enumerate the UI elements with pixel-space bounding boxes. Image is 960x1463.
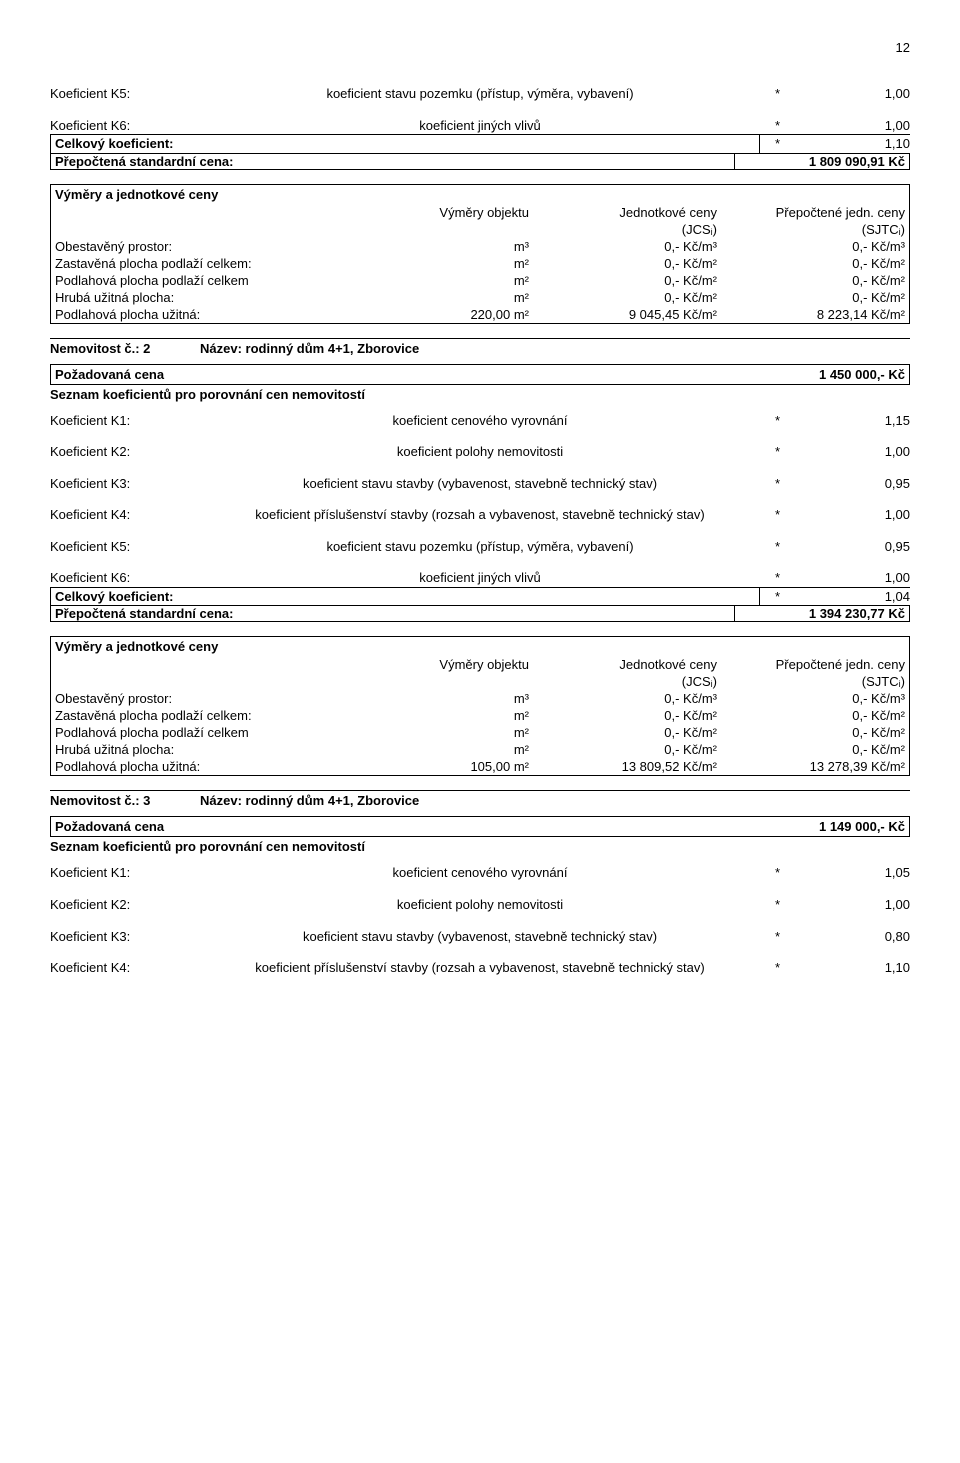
k6-star: * — [760, 117, 780, 135]
measures-table-2: Výměry objektuJednotkové cenyPřepočtené … — [50, 656, 910, 776]
th-obj: Výměry objektu — [405, 204, 533, 221]
s3-k3: Koeficient K3:koeficient stavu stavby (v… — [50, 928, 910, 946]
nemov2-left: Nemovitost č.: 2 — [50, 341, 200, 356]
s2-k1: Koeficient K1:koeficient cenového vyrovn… — [50, 412, 910, 430]
th-jc: Jednotkové ceny — [533, 204, 721, 221]
s2-ck: Celkový koeficient:*1,04 — [50, 587, 910, 606]
page-number: 12 — [50, 40, 910, 55]
pozad3-row: Požadovaná cena 1 149 000,- Kč — [50, 816, 910, 837]
k5-label: Koeficient K5: — [50, 85, 200, 103]
measures-table-1: Výměry objektu Jednotkové ceny Přepočten… — [50, 204, 910, 324]
s3-k1: Koeficient K1:koeficient cenového vyrovn… — [50, 864, 910, 882]
s2-psc: Přepočtená standardní cena: 1 394 230,77… — [50, 605, 910, 622]
psc-val: 1 809 090,91 Kč — [734, 154, 910, 169]
k6-val: 1,00 — [780, 117, 910, 135]
table-row: Zastavěná plocha podlaží celkem:m²0,- Kč… — [51, 255, 910, 272]
pozad2-val: 1 450 000,- Kč — [735, 367, 905, 382]
s2-k5: Koeficient K5:koeficient stavu pozemku (… — [50, 538, 910, 556]
k6-label: Koeficient K6: — [50, 117, 200, 135]
k5-star: * — [760, 85, 780, 103]
nemov3-right: Název: rodinný dům 4+1, Zborovice — [200, 793, 910, 808]
nemov3-row: Nemovitost č.: 3 Název: rodinný dům 4+1,… — [50, 790, 910, 808]
pozad3-label: Požadovaná cena — [55, 819, 735, 834]
seznam3: Seznam koeficientů pro porovnání cen nem… — [50, 839, 910, 854]
table-row: Obestavěný prostor:m³0,- Kč/m³0,- Kč/m³ — [51, 690, 910, 707]
k6-row: Koeficient K6: koeficient jiných vlivů *… — [50, 117, 910, 135]
table-row: Hrubá užitná plocha:m²0,- Kč/m²0,- Kč/m² — [51, 289, 910, 306]
th-jcs: (JCSᵢ) — [533, 221, 721, 238]
table-row: Zastavěná plocha podlaží celkem:m²0,- Kč… — [51, 707, 910, 724]
table-row: Hrubá užitná plocha:m²0,- Kč/m²0,- Kč/m² — [51, 741, 910, 758]
pozad2-row: Požadovaná cena 1 450 000,- Kč — [50, 364, 910, 385]
table-row: Podlahová plocha užitná:220,00 m²9 045,4… — [51, 306, 910, 324]
nemov2-row: Nemovitost č.: 2 Název: rodinný dům 4+1,… — [50, 338, 910, 356]
s3-k4: Koeficient K4:koeficient příslušenství s… — [50, 959, 910, 977]
ck-label: Celkový koeficient: — [50, 135, 760, 153]
table-sub-row: (JCSᵢ) (SJTCᵢ) — [51, 221, 910, 238]
s2-k6: Koeficient K6:koeficient jiných vlivů*1,… — [50, 569, 910, 587]
psc-row: Přepočtená standardní cena: 1 809 090,91… — [50, 153, 910, 170]
nemov3-left: Nemovitost č.: 3 — [50, 793, 200, 808]
k6-desc: koeficient jiných vlivů — [200, 117, 760, 135]
table-row: Obestavěný prostor:m³0,- Kč/m³0,- Kč/m³ — [51, 238, 910, 255]
s3-k2: Koeficient K2:koeficient polohy nemovito… — [50, 896, 910, 914]
vm-title-1: Výměry a jednotkové ceny — [50, 184, 910, 204]
ck-val: 1,10 — [780, 135, 910, 153]
table-row: Podlahová plocha podlaží celkemm²0,- Kč/… — [51, 272, 910, 289]
k5-desc: koeficient stavu pozemku (přístup, výměr… — [200, 85, 760, 103]
th-pc: Přepočtené jedn. ceny — [721, 204, 910, 221]
table-row: Podlahová plocha podlaží celkemm²0,- Kč/… — [51, 724, 910, 741]
s2-k4: Koeficient K4:koeficient příslušenství s… — [50, 506, 910, 524]
ck-star: * — [760, 135, 780, 153]
s2-k3: Koeficient K3:koeficient stavu stavby (v… — [50, 475, 910, 493]
seznam2: Seznam koeficientů pro porovnání cen nem… — [50, 387, 910, 402]
th-sj: (SJTCᵢ) — [721, 221, 910, 238]
nemov2-right: Název: rodinný dům 4+1, Zborovice — [200, 341, 910, 356]
table-row: Podlahová plocha užitná:105,00 m²13 809,… — [51, 758, 910, 776]
s2-k2: Koeficient K2:koeficient polohy nemovito… — [50, 443, 910, 461]
vm-title-2: Výměry a jednotkové ceny — [50, 636, 910, 656]
psc-label: Přepočtená standardní cena: — [50, 154, 734, 169]
pozad2-label: Požadovaná cena — [55, 367, 735, 382]
ck-row: Celkový koeficient: * 1,10 — [50, 134, 910, 153]
pozad3-val: 1 149 000,- Kč — [735, 819, 905, 834]
table-head-row: Výměry objektu Jednotkové ceny Přepočten… — [51, 204, 910, 221]
k5-val: 1,00 — [780, 85, 910, 103]
k5-row: Koeficient K5: koeficient stavu pozemku … — [50, 85, 910, 103]
